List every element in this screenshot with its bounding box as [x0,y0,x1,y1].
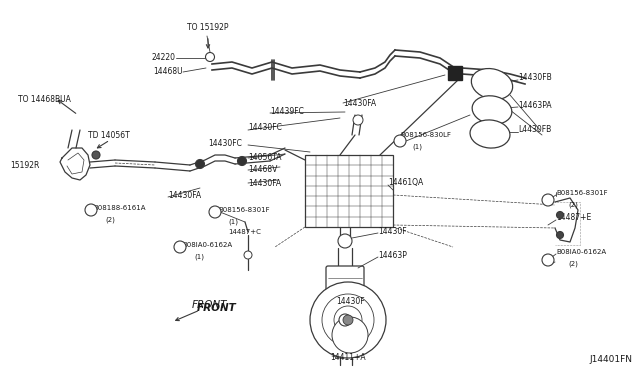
Text: 14430FA: 14430FA [343,99,376,108]
Circle shape [334,306,362,334]
Text: TD 14056T: TD 14056T [88,131,130,140]
Circle shape [339,314,351,326]
FancyBboxPatch shape [326,266,364,312]
Text: (1): (1) [194,254,204,260]
Circle shape [542,254,554,266]
Circle shape [394,135,406,147]
Circle shape [195,160,205,169]
Text: 24220: 24220 [152,54,176,62]
Text: L4430FB: L4430FB [518,125,551,135]
Text: (2): (2) [105,217,115,223]
Text: 14487+E: 14487+E [556,214,591,222]
Circle shape [332,317,368,353]
Text: B: B [546,257,550,263]
Circle shape [542,194,554,206]
Circle shape [353,115,363,125]
Circle shape [343,315,353,325]
Ellipse shape [470,120,510,148]
Text: B08156-8301F: B08156-8301F [218,207,269,213]
Text: (2): (2) [568,261,578,267]
Circle shape [557,231,563,238]
Text: 14463PA: 14463PA [518,100,552,109]
Text: B: B [398,138,402,144]
Text: J14401FN: J14401FN [589,355,632,364]
Text: (1): (1) [228,219,238,225]
Circle shape [237,157,246,166]
Text: 14430FA: 14430FA [248,179,281,187]
Text: 14056TA: 14056TA [248,153,282,161]
Text: TO 14468BUA: TO 14468BUA [18,96,71,105]
Text: FRONT: FRONT [197,303,237,313]
Circle shape [338,234,352,248]
Text: 14468V: 14468V [248,166,277,174]
Circle shape [85,204,97,216]
Circle shape [557,212,563,218]
Text: 14439FC: 14439FC [270,108,304,116]
Text: B08188-6161A: B08188-6161A [93,205,145,211]
Circle shape [322,294,374,346]
Text: B: B [546,198,550,202]
Text: 14487+C: 14487+C [228,229,261,235]
FancyBboxPatch shape [305,155,393,227]
Text: B: B [178,244,182,250]
Text: (2): (2) [568,202,578,208]
Text: (1): (1) [412,144,422,150]
Text: 14430F: 14430F [378,228,406,237]
Text: 15192R: 15192R [10,160,40,170]
Circle shape [209,206,221,218]
Text: B08156-830LF: B08156-830LF [400,132,451,138]
Circle shape [205,52,214,61]
Circle shape [310,282,386,358]
Text: 14430FA: 14430FA [168,192,201,201]
Ellipse shape [472,96,512,124]
Text: B08156-8301F: B08156-8301F [556,190,607,196]
Text: 14468U: 14468U [154,67,183,77]
Text: FRONT: FRONT [192,300,227,310]
Text: B: B [213,209,217,215]
Text: 14461QA: 14461QA [388,179,423,187]
Text: B08IA0-6162A: B08IA0-6162A [556,249,606,255]
Polygon shape [448,66,462,80]
Text: 14430FC: 14430FC [248,124,282,132]
Text: 14430F: 14430F [336,298,365,307]
Text: 14463P: 14463P [378,251,407,260]
Circle shape [92,151,100,159]
Ellipse shape [471,68,513,99]
Text: B08IA0-6162A: B08IA0-6162A [182,242,232,248]
Text: 14411+A: 14411+A [330,353,365,362]
Text: TO 15192P: TO 15192P [188,23,228,32]
Circle shape [244,251,252,259]
Text: 14430FB: 14430FB [518,74,552,83]
Circle shape [174,241,186,253]
Text: B: B [89,208,93,212]
Text: 14430FC: 14430FC [208,138,242,148]
